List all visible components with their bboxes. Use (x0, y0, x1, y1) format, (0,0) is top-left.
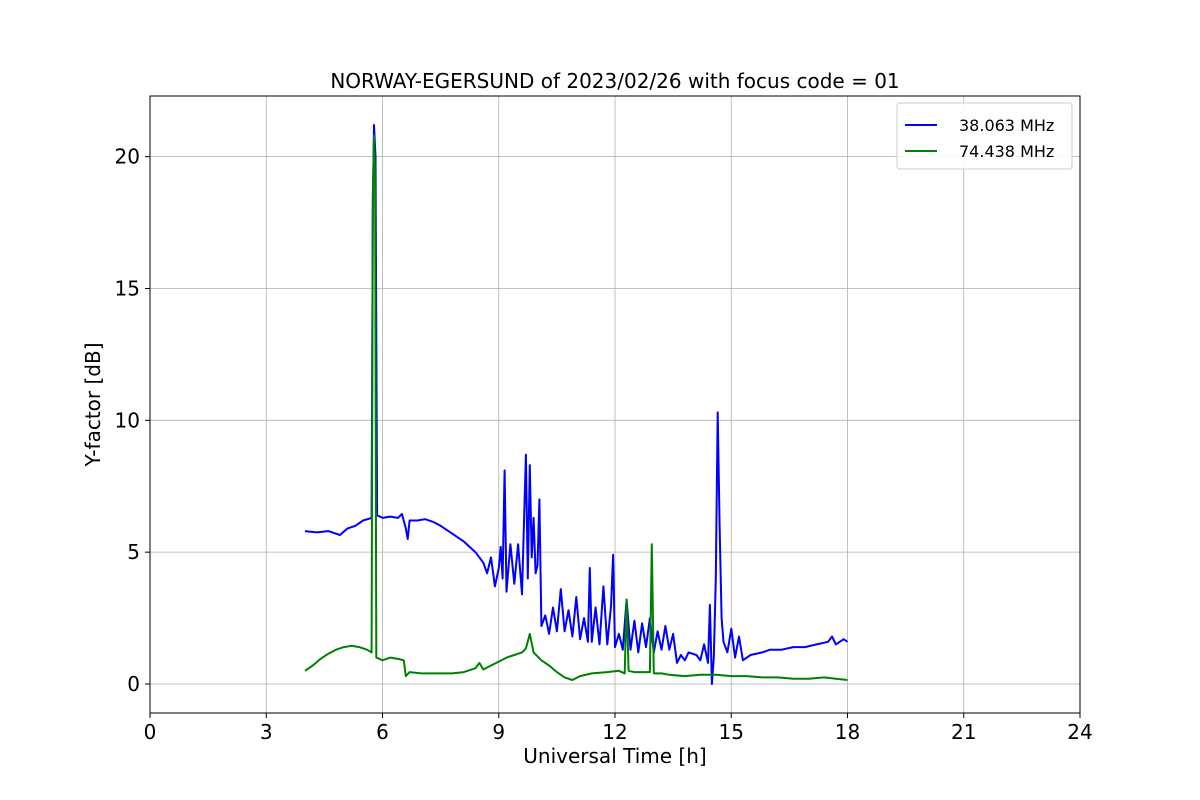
x-tick-label: 0 (144, 720, 157, 744)
series-layer (304, 124, 849, 685)
x-tick-label: 12 (602, 720, 627, 744)
chart-title: NORWAY-EGERSUND of 2023/02/26 with focus… (330, 69, 899, 93)
ticks: 0 3 6 9 12 15 18 21 24 0 5 10 15 20 (115, 145, 1093, 744)
y-tick-label: 0 (127, 672, 140, 696)
x-tick-label: 9 (492, 720, 505, 744)
series-line-2 (304, 134, 848, 681)
y-tick-label: 15 (115, 276, 140, 300)
y-axis-label: Y-factor [dB] (81, 342, 105, 467)
x-tick-label: 3 (260, 720, 273, 744)
x-axis-label: Universal Time [h] (523, 744, 706, 768)
x-tick-label: 21 (951, 720, 976, 744)
x-tick-label: 15 (719, 720, 744, 744)
legend-box (896, 102, 1073, 170)
y-tick-label: 10 (115, 408, 140, 432)
series-line-1 (304, 124, 849, 685)
x-tick-label: 24 (1067, 720, 1092, 744)
y-tick-label: 5 (127, 540, 140, 564)
legend: 38.063 MHz 74.438 MHz (896, 102, 1073, 170)
legend-label-1: 38.063 MHz (959, 116, 1054, 135)
x-tick-label: 6 (376, 720, 389, 744)
x-tick-label: 18 (835, 720, 860, 744)
legend-label-2: 74.438 MHz (959, 142, 1054, 161)
y-tick-label: 20 (115, 145, 140, 169)
